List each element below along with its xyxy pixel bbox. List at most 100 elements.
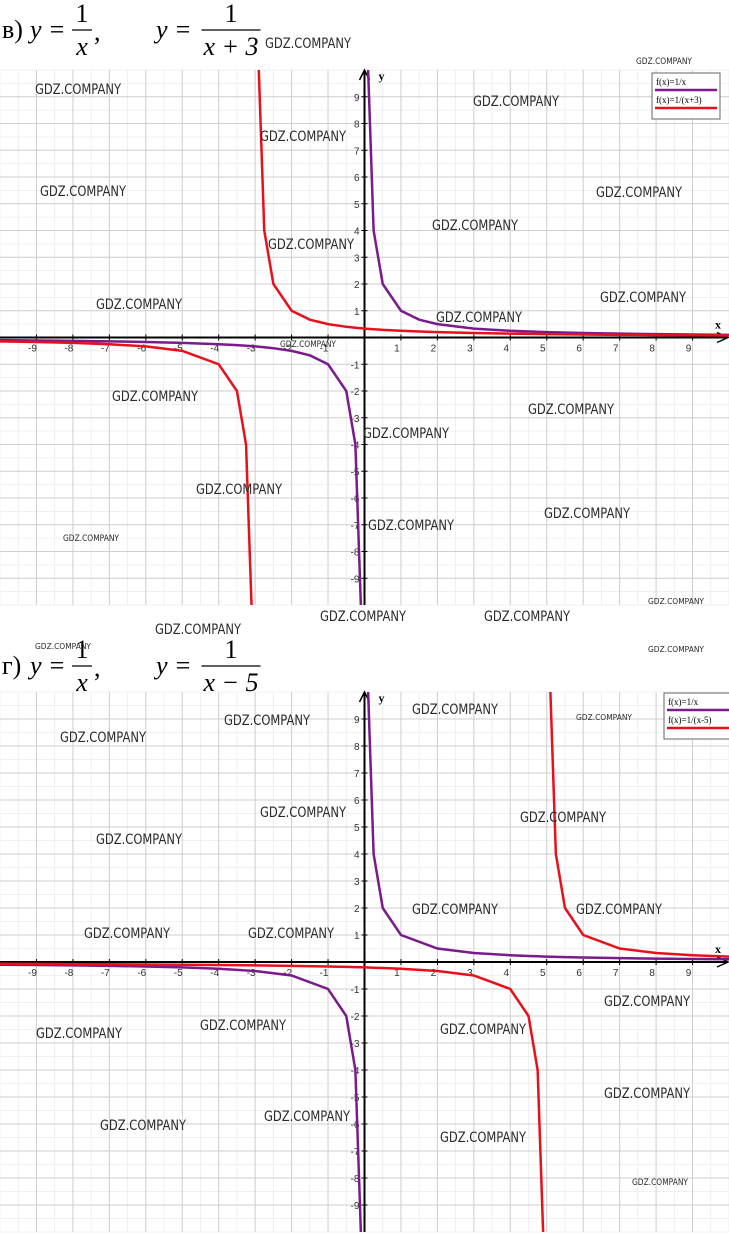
x-tick-label: -2 [283, 968, 292, 979]
watermark: GDZ.COMPANY [260, 805, 346, 821]
x-tick-label: -4 [210, 344, 219, 355]
x-tick-label: -9 [28, 344, 37, 355]
y-tick-label: 6 [354, 173, 360, 184]
watermark: GDZ.COMPANY [636, 57, 692, 67]
formula-denominator: x + 3 [202, 32, 258, 61]
y-tick-label: -8 [351, 1174, 360, 1185]
x-tick-label: 3 [467, 968, 473, 979]
y-tick-label: -2 [351, 1012, 360, 1023]
watermark: GDZ.COMPANY [520, 810, 606, 826]
y-tick-label: 7 [354, 769, 360, 780]
watermark: GDZ.COMPANY [544, 506, 630, 522]
x-axis-label: x [715, 942, 721, 956]
y-tick-label: 9 [354, 93, 360, 104]
x-tick-label: -4 [210, 968, 219, 979]
watermark: GDZ.COMPANY [600, 290, 686, 306]
y-tick-label: 6 [354, 796, 360, 807]
heading-label: г) [2, 651, 21, 680]
formula-numerator: 1 [76, 635, 89, 664]
legend-box [651, 72, 721, 120]
legend-label: f(x)=1/(x-5) [668, 715, 712, 725]
watermark: GDZ.COMPANY [112, 389, 198, 405]
y-tick-label: 1 [354, 931, 360, 942]
y-tick-label: -8 [351, 548, 360, 559]
y-tick-label: -2 [351, 387, 360, 398]
x-tick-label: 6 [576, 344, 582, 355]
y-tick-label: -6 [351, 494, 360, 505]
watermark: GDZ.COMPANY [484, 609, 570, 625]
watermark: GDZ.COMPANY [440, 1022, 526, 1038]
x-tick-label: 7 [613, 968, 619, 979]
watermark: GDZ.COMPANY [260, 129, 346, 145]
x-tick-label: -8 [64, 344, 73, 355]
x-tick-label: 4 [504, 968, 510, 979]
watermark: GDZ.COMPANY [576, 902, 662, 918]
legend-label: f(x)=1/x [668, 697, 699, 707]
legend-label: f(x)=1/x [656, 77, 687, 87]
x-tick-label: -3 [247, 968, 256, 979]
y-axis-label: y [379, 691, 385, 705]
heading-label: в) [2, 15, 23, 44]
watermark: GDZ.COMPANY [436, 310, 522, 326]
watermark: GDZ.COMPANY [604, 1086, 690, 1102]
x-tick-label: -3 [247, 344, 256, 355]
watermark: GDZ.COMPANY [648, 645, 704, 654]
x-tick-label: 4 [504, 344, 510, 355]
y-tick-label: -6 [351, 1120, 360, 1131]
watermark: GDZ.COMPANY [248, 926, 334, 942]
watermark: GDZ.COMPANY [648, 597, 704, 606]
watermark: GDZ.COMPANY [96, 832, 182, 848]
watermark: GDZ.COMPANY [440, 1130, 526, 1146]
x-tick-label: 2 [431, 344, 437, 355]
x-tick-label: 9 [686, 344, 692, 355]
watermark: GDZ.COMPANY [40, 184, 126, 200]
x-tick-label: 6 [576, 968, 582, 979]
formula-lhs: y = [153, 651, 192, 680]
x-tick-label: -6 [137, 344, 146, 355]
x-tick-label: -7 [101, 344, 110, 355]
y-tick-label: 8 [354, 742, 360, 753]
watermark: GDZ.COMPANY [265, 36, 351, 52]
chart: г) y =1x, y =1x − 5xy-9 -8 -7 -6 -5 -4 -3 -2 -1 1 2 3… [0, 635, 729, 1233]
y-tick-label: 5 [354, 200, 360, 211]
x-tick-label: -8 [64, 968, 73, 979]
x-tick-label: 5 [540, 968, 546, 979]
x-tick-label: -1 [320, 968, 329, 979]
x-tick-label: 9 [686, 968, 692, 979]
watermark: GDZ.COMPANY [363, 426, 449, 442]
watermark: GDZ.COMPANY [200, 1018, 286, 1034]
y-tick-label: 4 [354, 850, 360, 861]
formula-lhs: y = [27, 15, 66, 44]
formula-lhs: y = [27, 651, 66, 680]
x-tick-label: -9 [28, 968, 37, 979]
function-curve [0, 692, 729, 1232]
watermark: GDZ.COMPANY [100, 1118, 186, 1134]
watermark: GDZ.COMPANY [576, 713, 632, 722]
y-tick-label: 5 [354, 823, 360, 834]
y-tick-label: -1 [351, 360, 360, 371]
watermark: GDZ.COMPANY [268, 237, 354, 253]
watermark: GDZ.COMPANY [36, 1026, 122, 1042]
watermark: GDZ.COMPANY [84, 926, 170, 942]
x-tick-label: 2 [431, 968, 437, 979]
y-tick-label: 7 [354, 146, 360, 157]
y-tick-label: 3 [354, 877, 360, 888]
x-tick-label: -6 [137, 968, 146, 979]
y-tick-label: -7 [351, 1147, 360, 1158]
x-tick-label: 8 [649, 968, 655, 979]
y-tick-label: 2 [354, 904, 360, 915]
y-tick-label: 3 [354, 253, 360, 264]
formula-denominator: x [75, 32, 88, 61]
x-tick-label: -5 [174, 344, 183, 355]
legend-box [663, 692, 729, 740]
formula-denominator: x [75, 668, 88, 697]
x-tick-label: 1 [394, 968, 400, 979]
watermark: GDZ.COMPANY [596, 185, 682, 201]
chart: в) y =1x, y =1x + 3xy-9 -8 -7 -6 -5 -4 -3 -2 -1 1 2 3… [0, 0, 729, 654]
y-tick-label: 1 [354, 307, 360, 318]
formula-numerator: 1 [76, 0, 89, 28]
watermark: GDZ.COMPANY [35, 82, 121, 98]
y-tick-label: -3 [351, 1039, 360, 1050]
watermark: GDZ.COMPANY [60, 730, 146, 746]
